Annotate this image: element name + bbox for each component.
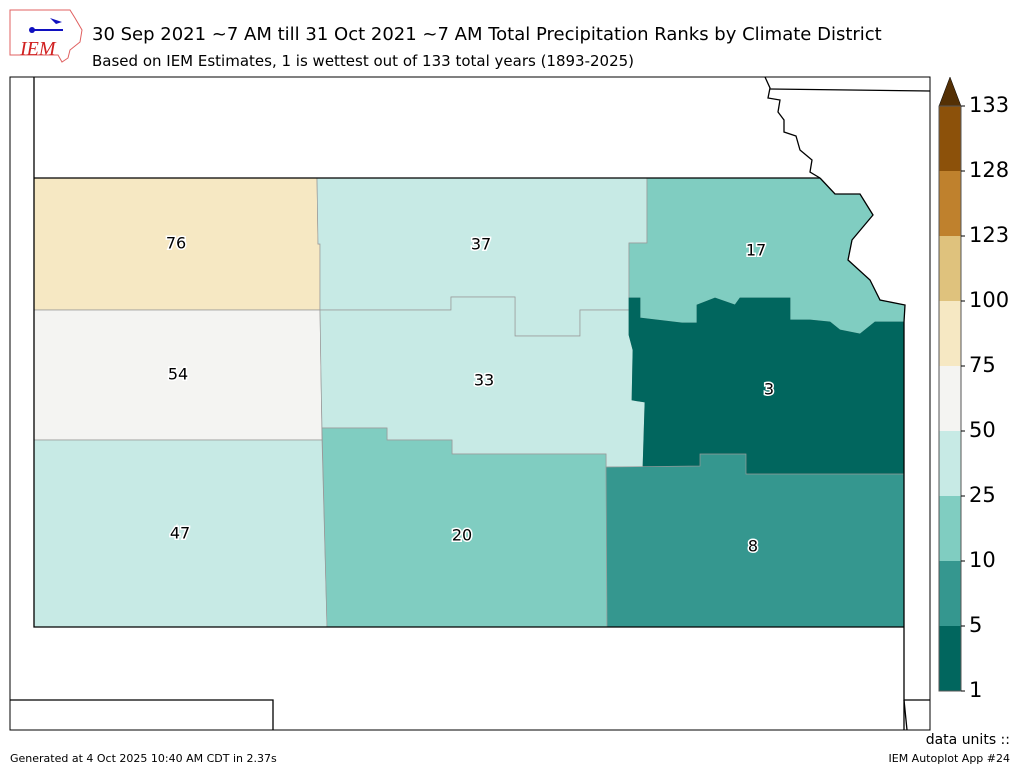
districts-layer xyxy=(33,177,906,628)
chart-title: 30 Sep 2021 ~7 AM till 31 Oct 2021 ~7 AM… xyxy=(92,24,882,45)
rank-label-sc: 20 xyxy=(452,526,472,545)
district-labels: 76 37 17 54 33 3 47 20 8 xyxy=(164,232,775,557)
colorbar-tick-label: 133 xyxy=(969,93,1009,117)
colorbar-tick-label: 123 xyxy=(969,223,1009,247)
colorbar-bin xyxy=(939,431,961,496)
colorbar-tick-label: 75 xyxy=(969,353,996,377)
data-units-label: data units :: xyxy=(925,732,1010,748)
app-label: IEM Autoplot App #24 xyxy=(888,752,1011,765)
state-borders xyxy=(10,76,931,731)
rank-label-nw: 76 xyxy=(166,234,186,253)
rank-label-sw: 47 xyxy=(170,524,190,543)
rank-label-c: 33 xyxy=(474,371,494,390)
colorbar-bin xyxy=(939,301,961,366)
rank-label-se: 8 xyxy=(748,537,758,556)
colorbar-tick-label: 50 xyxy=(969,418,996,442)
rank-label-nc: 37 xyxy=(471,235,491,254)
colorbar-tick-label: 100 xyxy=(969,288,1009,312)
colorbar-bin xyxy=(939,626,961,691)
colorbar-bin xyxy=(939,236,961,301)
colorbar-tick-label: 1 xyxy=(969,678,982,702)
colorbar-bin xyxy=(939,171,961,236)
generated-timestamp: Generated at 4 Oct 2025 10:40 AM CDT in … xyxy=(10,752,277,765)
colorbar-frame xyxy=(938,105,962,692)
colorbar-extend-arrow xyxy=(938,76,962,107)
colorbar-bin xyxy=(939,366,961,431)
colorbar-bin xyxy=(939,496,961,561)
colorbar-tick-label: 25 xyxy=(969,483,996,507)
iem-logo: IEM xyxy=(9,9,83,63)
colorbar-tick-label: 5 xyxy=(969,613,982,637)
rank-label-ec: 3 xyxy=(764,380,774,399)
colorbar-bin xyxy=(939,561,961,626)
rank-label-wc: 54 xyxy=(168,365,188,384)
district-ec xyxy=(628,297,905,475)
colorbar-tick-label: 128 xyxy=(969,158,1009,182)
colorbar-bin xyxy=(939,106,961,171)
colorbar: 1 5 10 25 50 75 100 123 128 133 xyxy=(938,76,1009,702)
colorbar-tick-label: 10 xyxy=(969,548,996,572)
rank-label-ne: 17 xyxy=(746,241,766,260)
logo-text: IEM xyxy=(19,38,57,60)
chart-subtitle: Based on IEM Estimates, 1 is wettest out… xyxy=(92,52,635,70)
